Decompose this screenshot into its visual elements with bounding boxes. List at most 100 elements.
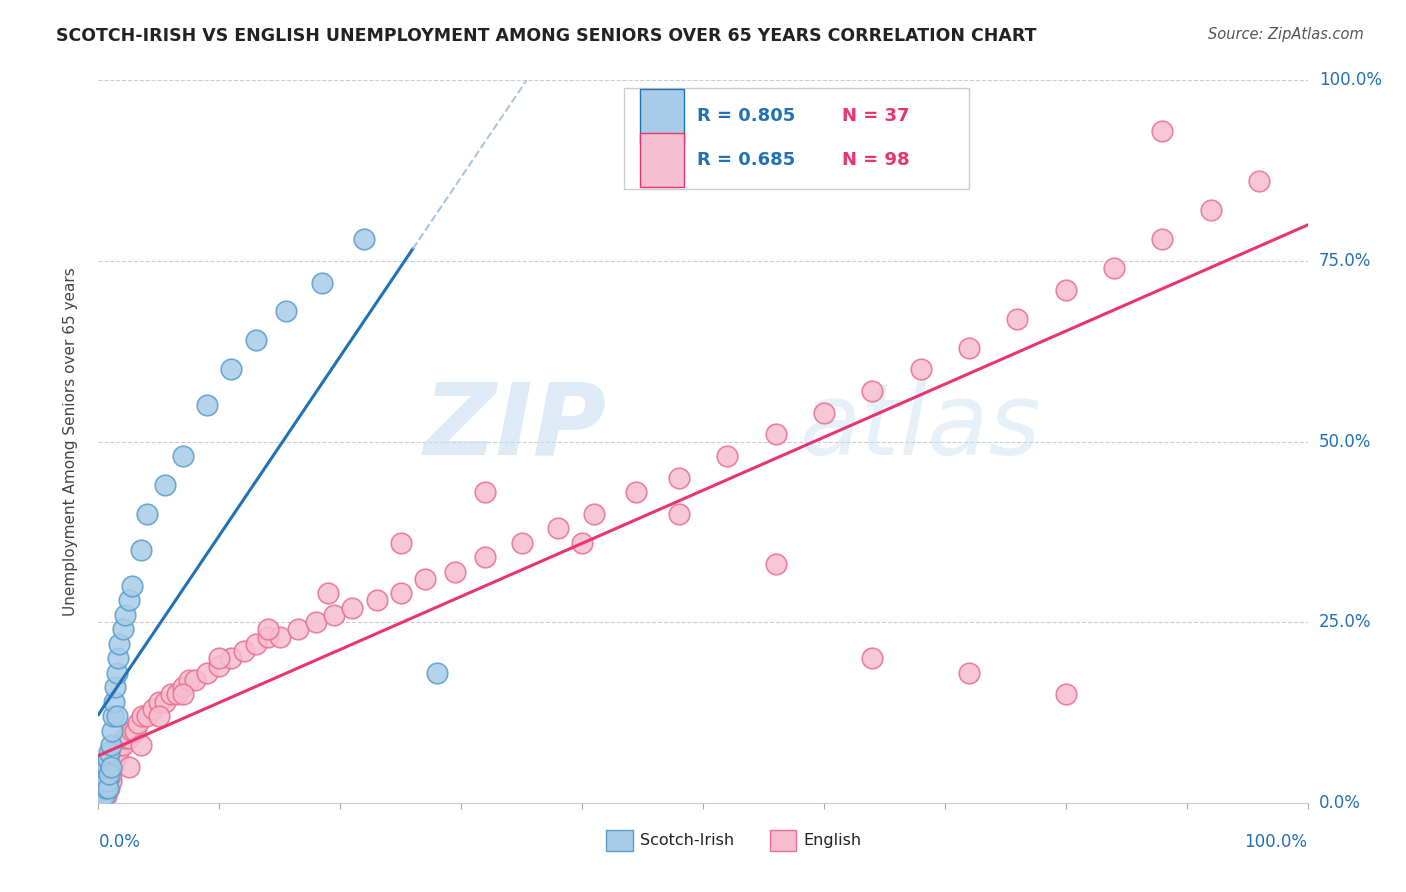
Point xyxy=(104,680,127,694)
Point xyxy=(1054,687,1077,701)
Point xyxy=(860,384,883,398)
Text: ZIP: ZIP xyxy=(423,378,606,475)
Point xyxy=(221,362,243,376)
Point xyxy=(148,709,170,723)
Point xyxy=(668,470,690,484)
Point xyxy=(97,752,120,766)
FancyBboxPatch shape xyxy=(624,87,969,189)
Point xyxy=(256,623,278,637)
Text: 75.0%: 75.0% xyxy=(1319,252,1371,270)
Point xyxy=(108,738,131,752)
Point xyxy=(172,687,194,701)
Point xyxy=(96,774,118,789)
Point xyxy=(413,572,436,586)
Point xyxy=(94,781,117,796)
Point xyxy=(135,709,157,723)
Point xyxy=(105,745,128,759)
Text: English: English xyxy=(803,833,862,848)
Point xyxy=(287,623,309,637)
Point xyxy=(860,651,883,665)
Point xyxy=(100,767,122,781)
Point xyxy=(153,478,176,492)
Point xyxy=(94,767,117,781)
Point xyxy=(114,731,136,745)
Point xyxy=(89,789,111,803)
Point xyxy=(179,673,201,687)
Point xyxy=(208,658,231,673)
Point xyxy=(108,637,131,651)
Point xyxy=(957,665,980,680)
Text: 100.0%: 100.0% xyxy=(1319,71,1382,89)
Point xyxy=(342,600,364,615)
Point xyxy=(97,774,120,789)
Point xyxy=(90,789,112,803)
Point xyxy=(353,232,375,246)
Point xyxy=(91,789,114,803)
Point xyxy=(245,637,267,651)
Text: atlas: atlas xyxy=(800,378,1042,475)
Point xyxy=(118,593,141,607)
Point xyxy=(366,593,388,607)
Point xyxy=(765,558,787,572)
Point xyxy=(208,651,231,665)
Point xyxy=(103,695,125,709)
Point xyxy=(311,276,333,290)
Point xyxy=(93,789,115,803)
Point xyxy=(172,449,194,463)
Bar xyxy=(769,830,796,851)
Text: R = 0.805: R = 0.805 xyxy=(697,107,796,126)
Point xyxy=(98,745,121,759)
Point xyxy=(91,789,114,803)
Point xyxy=(474,485,496,500)
Point xyxy=(160,687,183,701)
Point xyxy=(668,507,690,521)
Point xyxy=(153,695,176,709)
Point xyxy=(1054,283,1077,297)
Point xyxy=(105,709,128,723)
Point xyxy=(166,687,188,701)
Bar xyxy=(640,89,683,144)
Point xyxy=(96,760,118,774)
Point xyxy=(1152,124,1174,138)
Point xyxy=(96,781,118,796)
Point xyxy=(389,586,412,600)
Point xyxy=(221,651,243,665)
Text: Scotch-Irish: Scotch-Irish xyxy=(640,833,734,848)
Point xyxy=(124,723,146,738)
Point xyxy=(118,760,141,774)
Point xyxy=(94,774,117,789)
Point xyxy=(94,781,117,796)
Bar xyxy=(640,133,683,186)
Point xyxy=(142,702,165,716)
Point xyxy=(510,535,533,549)
Point xyxy=(91,781,114,796)
Point xyxy=(184,673,207,687)
Point xyxy=(910,362,932,376)
Point xyxy=(626,485,648,500)
Point xyxy=(93,789,115,803)
Point xyxy=(305,615,328,630)
Point xyxy=(114,607,136,622)
Point xyxy=(97,781,120,796)
Bar xyxy=(606,830,633,851)
Point xyxy=(91,781,114,796)
Point xyxy=(127,716,149,731)
Point xyxy=(107,651,129,665)
Text: Source: ZipAtlas.com: Source: ZipAtlas.com xyxy=(1208,27,1364,42)
Point xyxy=(583,507,606,521)
Text: 50.0%: 50.0% xyxy=(1319,433,1371,450)
Point xyxy=(98,767,121,781)
Text: R = 0.685: R = 0.685 xyxy=(697,151,796,169)
Point xyxy=(93,774,115,789)
Y-axis label: Unemployment Among Seniors over 65 years: Unemployment Among Seniors over 65 years xyxy=(63,268,77,615)
Point xyxy=(91,774,114,789)
Point xyxy=(426,665,449,680)
Point xyxy=(813,406,835,420)
Point xyxy=(1152,232,1174,246)
Point xyxy=(323,607,346,622)
Text: 0.0%: 0.0% xyxy=(98,833,141,851)
Point xyxy=(1102,261,1125,276)
Point xyxy=(118,731,141,745)
Point xyxy=(97,767,120,781)
Point xyxy=(104,752,127,766)
